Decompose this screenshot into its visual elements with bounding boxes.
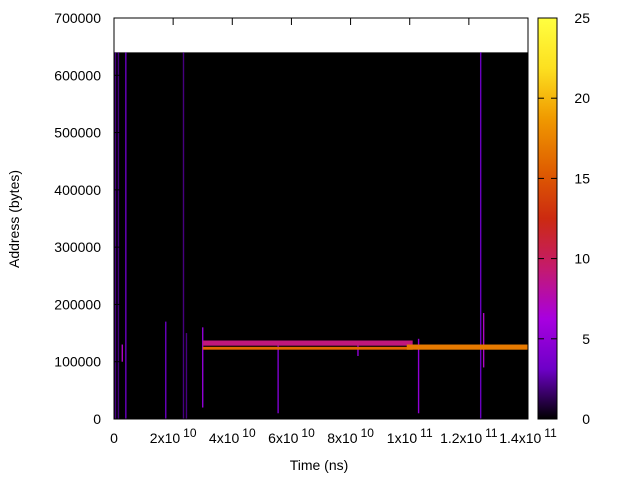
y-tick-label-2: 200000 xyxy=(54,296,101,312)
colorbar-tick-label-0: 0 xyxy=(582,411,590,427)
heatmap-background xyxy=(114,52,528,419)
y-tick-label-6: 600000 xyxy=(54,67,101,83)
heatmap-streak-4 xyxy=(125,52,127,419)
x-tick-label-6: 1.2x10 11 xyxy=(440,426,498,446)
heatmap-streak-11 xyxy=(417,338,420,414)
heatmap-band-3 xyxy=(406,344,528,350)
y-tick-label-1: 100000 xyxy=(54,354,101,370)
colorbar xyxy=(537,17,558,420)
heatmap-band-1 xyxy=(202,340,413,346)
heatmap-streak-6 xyxy=(182,52,185,419)
y-tick-label-0: 0 xyxy=(93,411,101,427)
x-tick-label-0: 0 xyxy=(110,430,118,446)
heatmap-streak-10 xyxy=(357,344,359,356)
heatmap-band-2 xyxy=(202,346,413,350)
colorbar-tick-label-4: 20 xyxy=(574,90,590,106)
y-tick-label-3: 300000 xyxy=(54,239,101,255)
y-tick-label-5: 500000 xyxy=(54,125,101,141)
heatmap-streak-7 xyxy=(185,333,188,419)
heatmap-streak-3 xyxy=(121,344,123,362)
heatmap-streak-8 xyxy=(202,327,204,408)
colorbar-tick-label-3: 15 xyxy=(574,170,590,186)
x-tick-label-4: 8x10 10 xyxy=(327,426,374,446)
heatmap-streak-9 xyxy=(277,344,279,414)
x-tick-label-2: 4x10 10 xyxy=(209,426,256,446)
heatmap-streak-5 xyxy=(165,321,167,419)
x-axis-label: Time (ns) xyxy=(290,457,349,473)
plot-frame xyxy=(113,17,529,420)
y-axis-label: Address (bytes) xyxy=(6,170,22,268)
x-tick-label-5: 1x10 11 xyxy=(387,426,433,446)
colorbar-tick-label-5: 25 xyxy=(574,10,590,26)
x-tick-label-1: 2x10 10 xyxy=(150,426,197,446)
colorbar-tick-label-1: 5 xyxy=(582,331,590,347)
heatmap-streak-13 xyxy=(482,313,485,368)
heatmap-streak-12 xyxy=(479,52,482,419)
y-tick-label-7: 700000 xyxy=(54,10,101,26)
heatmap-streak-2 xyxy=(117,52,120,419)
colorbar-tick-label-2: 10 xyxy=(574,251,590,267)
x-tick-label-7: 1.4x10 11 xyxy=(499,426,557,446)
heatmap-streak-1 xyxy=(114,52,117,419)
x-tick-label-3: 6x10 10 xyxy=(268,426,315,446)
y-tick-label-4: 400000 xyxy=(54,182,101,198)
